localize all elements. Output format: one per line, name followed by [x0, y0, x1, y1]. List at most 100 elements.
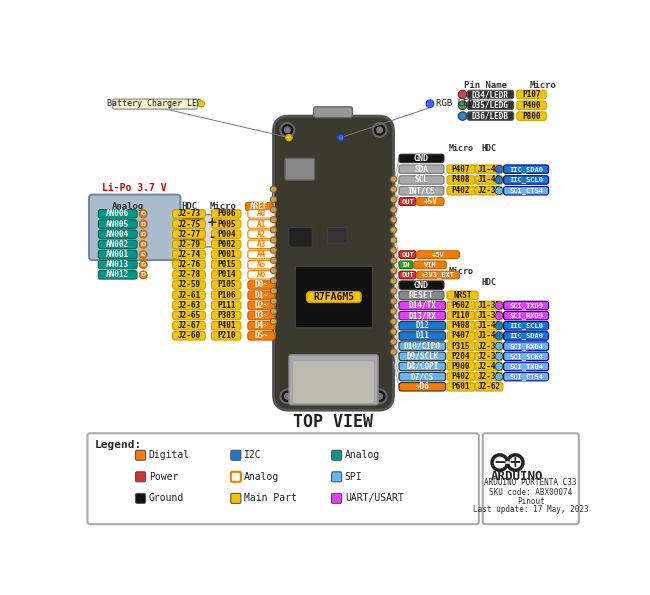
Circle shape — [338, 134, 344, 140]
Text: Analog: Analog — [244, 472, 280, 482]
Text: A1: A1 — [257, 220, 266, 228]
FancyBboxPatch shape — [399, 291, 444, 299]
Text: AREF: AREF — [250, 202, 268, 211]
FancyBboxPatch shape — [399, 332, 445, 340]
Circle shape — [492, 455, 508, 470]
Text: Main Part: Main Part — [244, 493, 297, 503]
Text: Pin Name: Pin Name — [464, 81, 507, 90]
Circle shape — [391, 278, 396, 284]
Text: D11: D11 — [415, 331, 429, 340]
Text: P004: P004 — [217, 230, 235, 239]
Circle shape — [280, 123, 294, 137]
Circle shape — [391, 237, 396, 243]
Circle shape — [495, 187, 503, 195]
Text: P401: P401 — [217, 321, 235, 330]
Text: P303: P303 — [217, 311, 235, 320]
Text: AN002: AN002 — [106, 240, 129, 249]
FancyBboxPatch shape — [504, 332, 549, 340]
Bar — [182, 223, 203, 228]
FancyBboxPatch shape — [417, 251, 460, 258]
FancyBboxPatch shape — [467, 101, 514, 109]
FancyBboxPatch shape — [173, 209, 205, 218]
FancyBboxPatch shape — [506, 461, 509, 464]
Text: UART/USART: UART/USART — [344, 493, 404, 503]
Text: AN006: AN006 — [106, 209, 129, 218]
Text: J2-63: J2-63 — [177, 301, 201, 310]
FancyBboxPatch shape — [517, 101, 546, 109]
Text: Battery Charger LED: Battery Charger LED — [107, 99, 202, 108]
FancyBboxPatch shape — [88, 433, 479, 524]
FancyBboxPatch shape — [173, 311, 205, 320]
Text: Li-Po 3.7 V: Li-Po 3.7 V — [103, 183, 167, 193]
Circle shape — [391, 339, 396, 345]
Text: D4~: D4~ — [255, 321, 268, 330]
FancyBboxPatch shape — [248, 209, 275, 218]
Text: Digital: Digital — [149, 450, 190, 461]
FancyBboxPatch shape — [399, 165, 444, 173]
Circle shape — [284, 127, 291, 133]
FancyBboxPatch shape — [98, 271, 137, 279]
Text: D3~: D3~ — [255, 311, 268, 320]
Circle shape — [270, 308, 276, 314]
FancyBboxPatch shape — [447, 342, 475, 350]
FancyBboxPatch shape — [173, 291, 205, 299]
FancyBboxPatch shape — [447, 352, 475, 361]
FancyBboxPatch shape — [475, 311, 503, 320]
FancyBboxPatch shape — [475, 383, 503, 391]
FancyBboxPatch shape — [517, 112, 546, 120]
Text: P107: P107 — [523, 90, 541, 99]
Text: HDC: HDC — [182, 202, 198, 211]
FancyBboxPatch shape — [399, 186, 444, 195]
FancyBboxPatch shape — [475, 372, 503, 381]
FancyBboxPatch shape — [475, 186, 503, 195]
Text: P602: P602 — [452, 301, 470, 310]
FancyBboxPatch shape — [399, 372, 445, 381]
Text: IIC_SDA0: IIC_SDA0 — [509, 166, 543, 173]
Text: SCI_TXD4: SCI_TXD4 — [509, 363, 543, 370]
FancyBboxPatch shape — [135, 450, 146, 461]
FancyBboxPatch shape — [98, 240, 137, 249]
FancyBboxPatch shape — [173, 230, 205, 239]
FancyBboxPatch shape — [467, 112, 514, 120]
Text: GND: GND — [414, 154, 429, 163]
Circle shape — [270, 267, 276, 274]
Circle shape — [270, 318, 276, 324]
Text: Micro: Micro — [448, 267, 473, 276]
FancyBboxPatch shape — [248, 331, 275, 340]
FancyBboxPatch shape — [211, 240, 241, 249]
Text: TOP VIEW: TOP VIEW — [293, 413, 373, 431]
Text: J2-76: J2-76 — [177, 260, 201, 269]
FancyBboxPatch shape — [399, 362, 445, 371]
Circle shape — [270, 196, 276, 202]
FancyBboxPatch shape — [399, 251, 416, 258]
FancyBboxPatch shape — [274, 116, 393, 410]
FancyBboxPatch shape — [98, 261, 137, 269]
Text: D: D — [140, 211, 146, 217]
Text: OUT: OUT — [401, 199, 414, 205]
FancyBboxPatch shape — [475, 332, 503, 340]
FancyBboxPatch shape — [98, 220, 137, 228]
Circle shape — [391, 258, 396, 264]
FancyBboxPatch shape — [173, 220, 205, 228]
Circle shape — [391, 196, 396, 203]
FancyBboxPatch shape — [447, 362, 475, 371]
Text: D: D — [140, 273, 146, 277]
Text: −: − — [493, 455, 506, 470]
Text: J2-39: J2-39 — [477, 342, 500, 350]
Text: P900: P900 — [452, 362, 470, 371]
Text: D: D — [140, 252, 146, 257]
FancyBboxPatch shape — [447, 186, 475, 195]
FancyBboxPatch shape — [399, 154, 444, 162]
Circle shape — [139, 261, 147, 268]
Circle shape — [270, 217, 276, 223]
FancyBboxPatch shape — [211, 230, 241, 239]
Text: P408: P408 — [452, 176, 470, 184]
Circle shape — [458, 101, 467, 109]
Text: AN005: AN005 — [106, 220, 129, 228]
FancyBboxPatch shape — [173, 261, 205, 269]
FancyBboxPatch shape — [399, 342, 445, 350]
Text: A2: A2 — [257, 230, 266, 239]
FancyBboxPatch shape — [475, 321, 503, 330]
Text: D: D — [140, 221, 146, 227]
FancyBboxPatch shape — [399, 301, 445, 310]
